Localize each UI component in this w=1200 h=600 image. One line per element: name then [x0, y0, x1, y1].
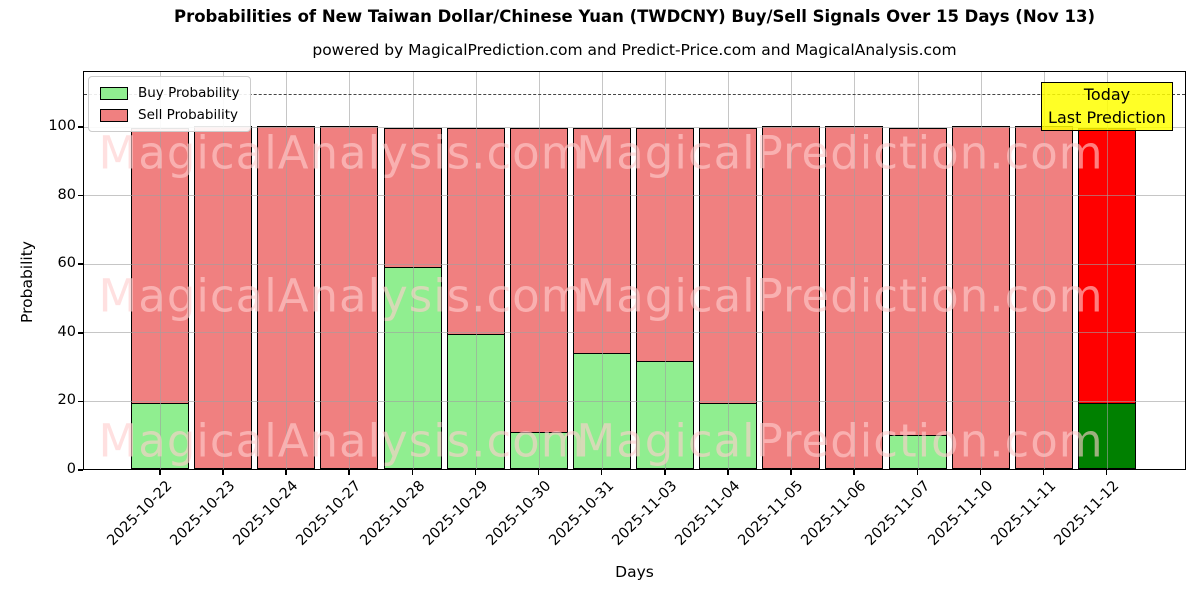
x-tick-label: 2025-11-03	[609, 478, 681, 549]
x-tick-mark	[664, 470, 666, 475]
x-tick-label: 2025-10-23	[167, 478, 239, 549]
horizontal-gridline	[84, 195, 1185, 197]
x-tick-mark	[474, 470, 477, 475]
sell-swatch-icon	[100, 108, 128, 122]
horizontal-gridline	[84, 332, 1185, 334]
x-tick-label: 2025-11-04	[672, 478, 744, 549]
today-annotation-line2: Last Prediction	[1048, 107, 1166, 127]
x-tick-label: 2025-11-11	[988, 478, 1060, 549]
chart-title: Probabilities of New Taiwan Dollar/Chine…	[173, 7, 1095, 26]
x-tick-mark	[1105, 470, 1108, 475]
y-tick-mark	[78, 126, 83, 128]
y-tick-mark	[78, 263, 83, 265]
legend-item-buy: Buy Probability	[100, 85, 239, 101]
x-tick-mark	[159, 470, 161, 475]
x-tick-mark	[600, 470, 603, 475]
x-tick-mark	[537, 470, 540, 475]
x-tick-label: 2025-11-06	[798, 478, 870, 549]
y-tick-label: 0	[66, 461, 76, 477]
legend-item-sell: Sell Probability	[100, 107, 239, 123]
vertical-gridline	[980, 72, 982, 469]
vertical-gridline	[665, 72, 667, 469]
vertical-gridline	[1106, 72, 1108, 469]
vertical-gridline	[854, 72, 856, 469]
buy-swatch-icon	[100, 86, 128, 100]
x-tick-mark	[979, 470, 982, 475]
today-annotation-box: Today Last Prediction	[1041, 82, 1173, 132]
x-tick-label: 2025-11-12	[1051, 478, 1123, 549]
x-tick-mark	[1042, 470, 1045, 475]
x-tick-label: 2025-11-05	[735, 478, 807, 549]
vertical-gridline	[160, 72, 161, 469]
dashed-threshold-line	[84, 93, 1185, 95]
y-tick-label: 60	[57, 255, 76, 272]
y-tick-mark	[78, 332, 83, 334]
vertical-gridline	[538, 72, 540, 469]
x-tick-mark	[727, 470, 729, 475]
y-tick-mark	[78, 194, 83, 197]
x-tick-label: 2025-10-31	[546, 478, 618, 549]
y-tick-label: 100	[48, 118, 76, 134]
vertical-gridline	[601, 72, 603, 469]
vertical-gridline	[917, 72, 919, 469]
x-axis-label: Days	[615, 563, 654, 581]
vertical-gridline	[728, 72, 730, 469]
y-tick-label: 40	[57, 323, 76, 340]
x-tick-mark	[285, 470, 287, 475]
horizontal-gridline	[84, 400, 1185, 402]
x-tick-label: 2025-10-29	[420, 478, 491, 549]
y-tick-label: 80	[57, 186, 76, 203]
y-tick-label: 20	[57, 392, 76, 409]
vertical-gridline	[1043, 72, 1045, 469]
legend-label-sell: Sell Probability	[138, 107, 239, 123]
x-tick-label: 2025-10-22	[104, 478, 176, 549]
x-tick-label: 2025-10-27	[293, 478, 365, 549]
vertical-gridline	[286, 72, 288, 469]
x-tick-mark	[790, 470, 792, 475]
x-tick-mark	[222, 470, 224, 475]
chart-subtitle: powered by MagicalPrediction.com and Pre…	[312, 41, 957, 59]
x-tick-label: 2025-10-24	[230, 478, 302, 549]
horizontal-gridline	[84, 126, 1185, 128]
vertical-gridline	[412, 72, 414, 469]
today-annotation-line1: Today	[1083, 85, 1131, 104]
x-tick-label: 2025-10-30	[483, 478, 555, 549]
legend-label-buy: Buy Probability	[138, 85, 240, 101]
y-axis-label: Probability	[18, 241, 36, 323]
plot-area: MagicalAnalysis.com MagicalPrediction.com…	[83, 71, 1186, 470]
x-tick-mark	[348, 470, 350, 475]
vertical-gridline	[475, 72, 477, 469]
x-tick-label: 2025-11-10	[925, 478, 997, 549]
vertical-gridline	[791, 72, 793, 469]
x-tick-mark	[916, 470, 919, 475]
x-tick-mark	[853, 470, 855, 475]
legend: Buy Probability Sell Probability	[88, 76, 252, 132]
y-tick-mark	[78, 469, 83, 471]
x-tick-label: 2025-11-07	[861, 478, 933, 549]
y-tick-mark	[78, 400, 83, 403]
x-tick-mark	[411, 470, 414, 475]
vertical-gridline	[223, 72, 225, 469]
x-tick-label: 2025-10-28	[356, 478, 428, 549]
vertical-gridline	[349, 72, 351, 469]
horizontal-gridline	[84, 263, 1185, 265]
